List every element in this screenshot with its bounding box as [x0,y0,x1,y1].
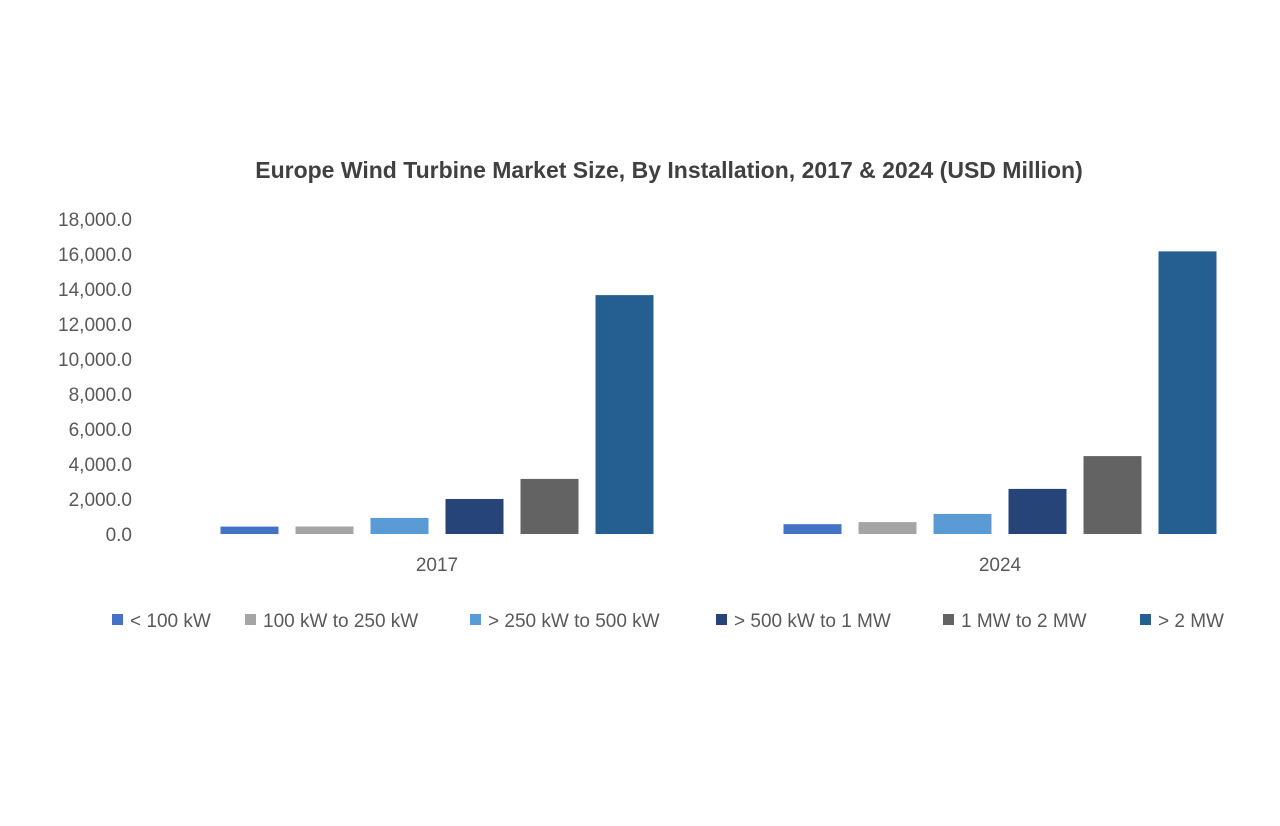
x-axis: 2017 2024 [416,555,1022,576]
y-tick-label: 16,000.0 [58,245,132,266]
legend-label: 1 MW to 2 MW [961,611,1087,632]
y-tick-label: 18,000.0 [58,210,132,231]
bar-2017-series-3 [445,499,504,534]
bar-2017-series-5 [595,295,654,534]
legend-label: < 100 kW [130,611,211,632]
legend-label: > 500 kW to 1 MW [734,611,891,632]
legend-label: > 250 kW to 500 kW [488,611,660,632]
legend-swatch [1140,614,1151,625]
y-tick-label: 12,000.0 [58,315,132,336]
legend-swatch [943,614,954,625]
legend-swatch [470,614,481,625]
legend-label: > 2 MW [1158,611,1224,632]
y-tick-label: 0.0 [106,525,132,546]
y-tick-label: 8,000.0 [69,385,132,406]
bars [220,251,1217,534]
chart-title: Europe Wind Turbine Market Size, By Inst… [255,157,1083,183]
y-axis: 0.0 2,000.0 4,000.0 6,000.0 8,000.0 10,000.0 1… [58,210,132,546]
legend-swatch [112,614,123,625]
legend-label: 100 kW to 250 kW [263,611,418,632]
y-tick-label: 14,000.0 [58,280,132,301]
bar-2024-series-5 [1158,251,1217,534]
bar-2024-series-2 [933,513,992,534]
y-tick-label: 10,000.0 [58,350,132,371]
bar-2024-series-4 [1083,456,1142,534]
y-tick-label: 2,000.0 [69,490,132,511]
bar-2017-series-0 [220,526,279,534]
bar-2017-series-1 [295,526,354,534]
legend-swatch [716,614,727,625]
legend: < 100 kW 100 kW to 250 kW > 250 kW to 500 … [112,611,1224,632]
y-tick-label: 4,000.0 [69,455,132,476]
bar-2017-series-2 [370,517,429,534]
y-tick-label: 6,000.0 [69,420,132,441]
x-category-label: 2024 [979,555,1022,576]
bar-2024-series-1 [858,522,917,534]
x-category-label: 2017 [416,555,458,576]
legend-swatch [245,614,256,625]
bar-2024-series-3 [1008,488,1067,534]
bar-2017-series-4 [520,478,579,534]
bar-2024-series-0 [783,524,842,534]
